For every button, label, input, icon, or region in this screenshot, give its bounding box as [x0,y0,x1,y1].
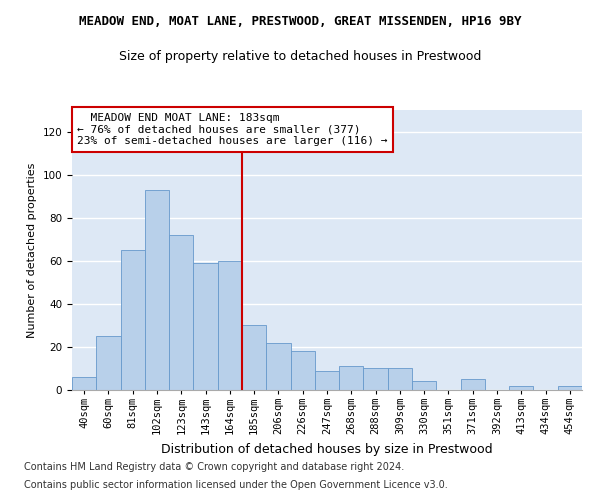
Y-axis label: Number of detached properties: Number of detached properties [27,162,37,338]
Bar [266,342,290,390]
Bar [242,326,266,390]
Text: Contains HM Land Registry data © Crown copyright and database right 2024.: Contains HM Land Registry data © Crown c… [24,462,404,472]
X-axis label: Distribution of detached houses by size in Prestwood: Distribution of detached houses by size … [161,443,493,456]
Text: Size of property relative to detached houses in Prestwood: Size of property relative to detached ho… [119,50,481,63]
Bar [96,336,121,390]
Bar [121,250,145,390]
Bar [169,235,193,390]
Bar [290,351,315,390]
Text: MEADOW END MOAT LANE: 183sqm  
← 76% of detached houses are smaller (377)
23% of: MEADOW END MOAT LANE: 183sqm ← 76% of de… [77,113,388,146]
Bar [339,366,364,390]
Bar [364,368,388,390]
Bar [388,368,412,390]
Bar [558,386,582,390]
Bar [145,190,169,390]
Bar [412,382,436,390]
Bar [509,386,533,390]
Bar [193,263,218,390]
Text: MEADOW END, MOAT LANE, PRESTWOOD, GREAT MISSENDEN, HP16 9BY: MEADOW END, MOAT LANE, PRESTWOOD, GREAT … [79,15,521,28]
Bar [461,379,485,390]
Text: Contains public sector information licensed under the Open Government Licence v3: Contains public sector information licen… [24,480,448,490]
Bar [315,370,339,390]
Bar [218,261,242,390]
Bar [72,377,96,390]
